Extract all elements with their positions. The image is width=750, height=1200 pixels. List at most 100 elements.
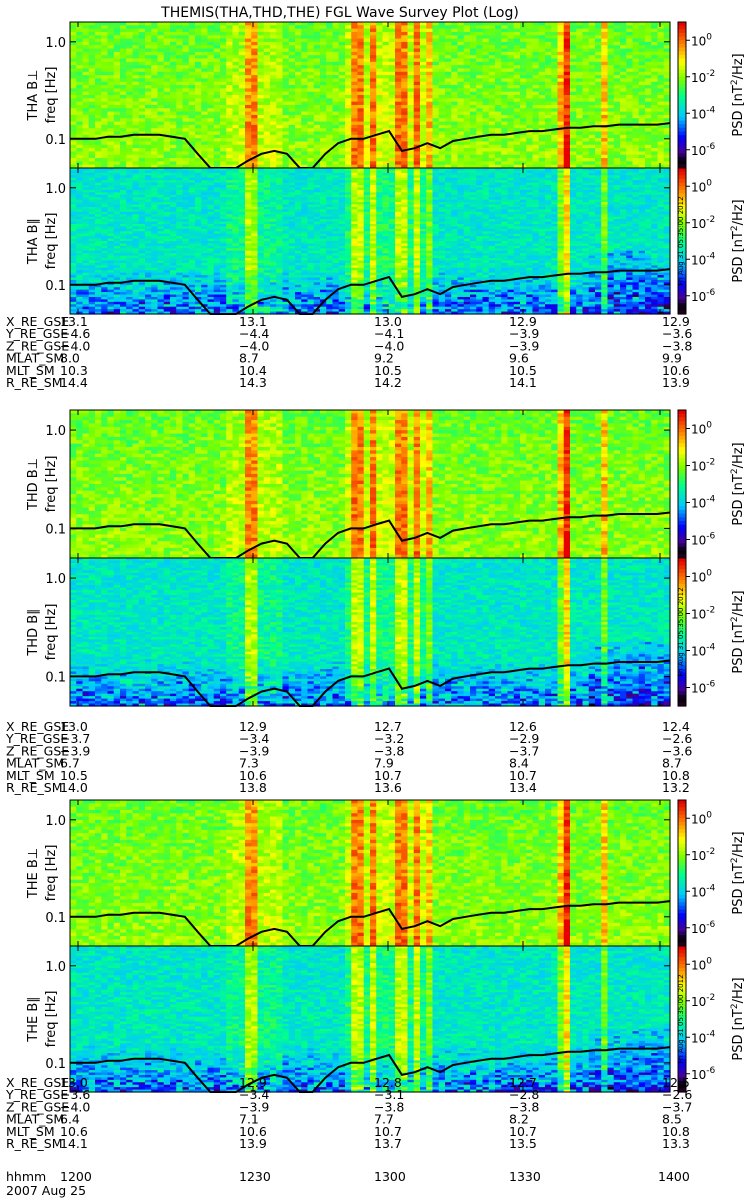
spectrogram-cell bbox=[107, 45, 115, 50]
spectrogram-cell bbox=[82, 131, 90, 136]
spectrogram-cell bbox=[195, 81, 202, 86]
spectrogram-cell bbox=[282, 95, 290, 99]
spectrogram-cell bbox=[88, 91, 96, 96]
spectrogram-cell bbox=[351, 111, 359, 116]
spectrogram-cell bbox=[220, 118, 227, 123]
spectrogram-cell bbox=[270, 91, 277, 96]
spectrogram-cell bbox=[270, 58, 277, 63]
spectrogram-cell bbox=[126, 25, 134, 30]
spectrogram-cell bbox=[345, 75, 352, 80]
spectrogram-cell bbox=[251, 38, 259, 43]
spectrogram-cell bbox=[363, 75, 371, 80]
spectrogram-cell bbox=[288, 118, 296, 123]
spectrogram-cell bbox=[170, 58, 177, 63]
spectrogram-cell bbox=[88, 138, 96, 143]
spectrogram-cell bbox=[432, 55, 440, 60]
spectrogram-cell bbox=[188, 121, 196, 126]
spectrogram-cell bbox=[401, 118, 409, 123]
spectrogram-cell bbox=[95, 22, 102, 26]
spectrogram-cell bbox=[445, 38, 452, 43]
spectrogram-cell bbox=[476, 91, 484, 96]
spectrogram-cell bbox=[438, 65, 446, 70]
spectrogram-cell bbox=[170, 85, 177, 89]
spectrogram-cell bbox=[313, 158, 321, 162]
spectrogram-cell bbox=[70, 154, 77, 159]
spectrogram-cell bbox=[232, 164, 240, 169]
spectrogram-cell bbox=[488, 28, 496, 33]
spectrogram-cell bbox=[301, 71, 309, 76]
spectrogram-cell bbox=[195, 51, 202, 56]
spectrogram-cell bbox=[307, 131, 315, 136]
spectrogram-cell bbox=[220, 101, 227, 106]
spectrogram-cell bbox=[151, 154, 159, 159]
spectrogram-cell bbox=[201, 58, 209, 63]
spectrogram-cell bbox=[257, 121, 265, 126]
spectrogram-cell bbox=[220, 88, 227, 93]
spectrogram-cell bbox=[88, 41, 96, 46]
colorbar-segment bbox=[678, 36, 686, 41]
spectrogram-cell bbox=[320, 25, 327, 30]
spectrogram-cell bbox=[301, 111, 309, 116]
spectrogram-cell bbox=[407, 104, 415, 109]
spectrogram-cell bbox=[295, 131, 302, 136]
spectrogram-cell bbox=[101, 31, 109, 36]
spectrogram-cell bbox=[413, 134, 421, 139]
spectrogram-cell bbox=[488, 25, 496, 30]
spectrogram-cell bbox=[107, 158, 115, 162]
spectrogram-cell bbox=[170, 31, 177, 36]
spectrogram-cell bbox=[295, 161, 302, 166]
spectrogram-cell bbox=[370, 144, 377, 149]
spectrogram-cell bbox=[295, 51, 302, 56]
spectrogram-cell bbox=[307, 35, 315, 40]
spectrogram-cell bbox=[195, 71, 202, 76]
spectrogram-cell bbox=[270, 148, 277, 153]
spectrogram-cell bbox=[357, 38, 365, 43]
spectrogram-cell bbox=[363, 38, 371, 43]
spectrogram-cell bbox=[395, 41, 402, 46]
spectrogram-cell bbox=[295, 22, 302, 26]
spectrogram-cell bbox=[157, 95, 165, 99]
spectrogram-cell bbox=[395, 85, 402, 89]
spectrogram-cell bbox=[226, 58, 234, 63]
spectrogram-cell bbox=[238, 144, 246, 149]
spectrogram-cell bbox=[145, 22, 152, 26]
spectrogram-cell bbox=[263, 114, 271, 119]
spectrogram-cell bbox=[207, 88, 215, 93]
spectrogram-cell bbox=[288, 154, 296, 159]
spectrogram-cell bbox=[70, 128, 77, 133]
spectrogram-cell bbox=[426, 138, 434, 143]
spectrogram-cell bbox=[338, 161, 346, 166]
spectrogram-cell bbox=[132, 48, 140, 53]
spectrogram-cell bbox=[470, 71, 477, 76]
spectrogram-cell bbox=[413, 114, 421, 119]
spectrogram-cell bbox=[157, 108, 165, 113]
spectrogram-cell bbox=[113, 41, 121, 46]
spectrogram-cell bbox=[307, 78, 315, 83]
spectrogram-cell bbox=[182, 118, 190, 123]
spectrogram-cell bbox=[195, 35, 202, 40]
spectrogram-cell bbox=[320, 118, 327, 123]
spectrogram-cell bbox=[76, 81, 84, 86]
spectrogram-cell bbox=[282, 108, 290, 113]
spectrogram-cell bbox=[338, 88, 346, 93]
spectrogram-cell bbox=[482, 144, 490, 149]
spectrogram-cell bbox=[363, 28, 371, 33]
spectrogram-cell bbox=[420, 121, 427, 126]
spectrogram-cell bbox=[170, 61, 177, 66]
spectrogram-cell bbox=[270, 161, 277, 166]
spectrogram-cell bbox=[176, 71, 184, 76]
spectrogram-cell bbox=[257, 144, 265, 149]
spectrogram-cell bbox=[357, 25, 365, 30]
spectrogram-cell bbox=[151, 148, 159, 153]
spectrogram-cell bbox=[476, 68, 484, 73]
spectrogram-cell bbox=[182, 131, 190, 136]
spectrogram-cell bbox=[388, 35, 396, 40]
spectrogram-cell bbox=[145, 71, 152, 76]
spectrogram-cell bbox=[113, 35, 121, 40]
spectrogram-cell bbox=[113, 88, 121, 93]
spectrogram-cell bbox=[313, 41, 321, 46]
spectrogram-cell bbox=[357, 22, 365, 26]
spectrogram-cell bbox=[126, 101, 134, 106]
spectrogram-cell bbox=[182, 22, 190, 26]
spectrogram-cell bbox=[163, 144, 171, 149]
